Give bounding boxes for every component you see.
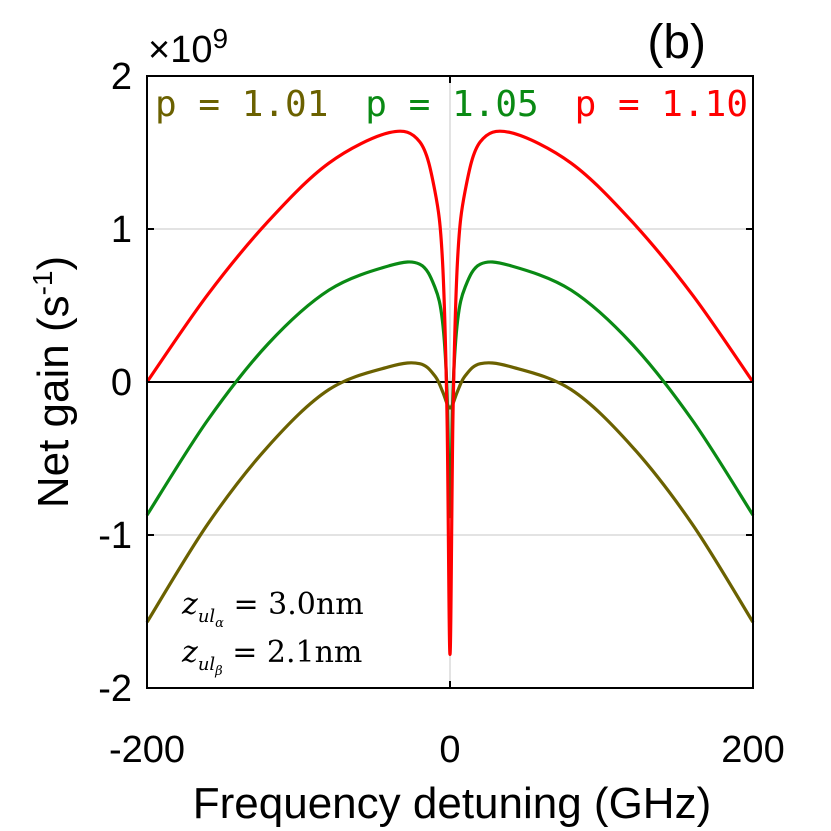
y-axis-label-close: ) — [29, 256, 78, 271]
y-axis-label-main: Net gain (s — [29, 295, 78, 508]
series-line-1 — [145, 361, 755, 624]
annotation-beta-sub: ul — [198, 654, 216, 675]
panel-label: (b) — [647, 16, 706, 69]
series-line-3 — [145, 129, 755, 656]
annotation-beta-value: = 2.1nm — [223, 635, 363, 670]
annotation-beta-base: z — [181, 635, 198, 670]
annotation-beta-subsub: β — [214, 664, 223, 679]
legend: p = 1.01 p = 1.05 p = 1.10 — [155, 84, 748, 125]
annotation-alpha-base: z — [181, 587, 198, 622]
x-axis-label: Frequency detuning (GHz) — [193, 779, 711, 828]
y-axis-label-exponent: -1 — [27, 270, 58, 295]
annotation-alpha-subsub: α — [215, 616, 224, 631]
legend-label-1: p = 1.01 — [155, 84, 328, 125]
exponent-power: 9 — [212, 23, 228, 54]
y-tick-label: 1 — [111, 209, 132, 251]
x-tick-label: 200 — [721, 729, 784, 771]
annotation-alpha-sub: ul — [198, 606, 216, 627]
legend-label-3: p = 1.10 — [575, 84, 748, 125]
y-tick-labels: -2 -1 0 1 2 — [98, 56, 132, 710]
y-tick-label: 0 — [111, 362, 132, 404]
annotation-z-beta: zulβ = 2.1nm — [181, 635, 362, 679]
tick-marks — [146, 75, 754, 689]
series-layer — [145, 129, 755, 656]
y-axis-label: Net gain (s-1) — [27, 256, 78, 508]
x-tick-label: -200 — [109, 729, 185, 771]
legend-label-2: p = 1.05 — [365, 84, 538, 125]
exponent-prefix: ×10 — [148, 29, 212, 71]
annotation-alpha-value: = 3.0nm — [224, 587, 364, 622]
y-tick-label: 2 — [111, 56, 132, 98]
series-line-2 — [145, 260, 755, 519]
x-tick-label: 0 — [439, 729, 460, 771]
y-tick-label: -2 — [98, 668, 132, 710]
exponent-label: ×109 — [148, 23, 228, 71]
x-tick-labels: -200 0 200 — [109, 729, 785, 771]
y-tick-label: -1 — [98, 515, 132, 557]
annotation-z-alpha: zulα = 3.0nm — [181, 587, 364, 631]
